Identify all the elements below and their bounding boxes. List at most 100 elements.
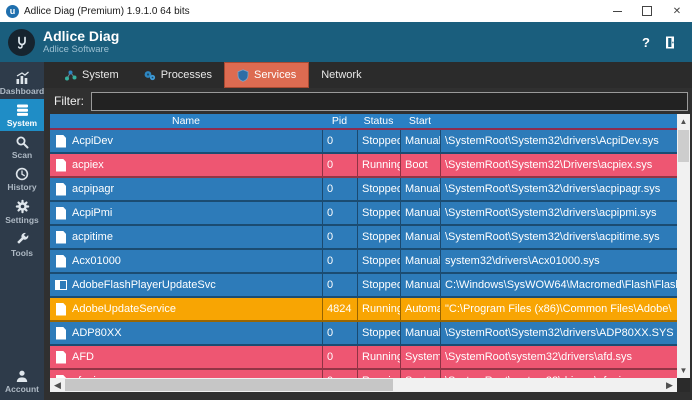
service-path: \SystemRoot\System32\drivers\AcpiDev.sys (440, 130, 677, 152)
tab-bar: System Processes Services Network (44, 62, 692, 88)
column-header-start[interactable]: Start (408, 115, 432, 127)
file-icon (56, 182, 66, 196)
nodes-icon (65, 70, 77, 80)
maximize-icon (642, 6, 652, 16)
table-row[interactable]: AcpiPmi 0 Stopped Manual \SystemRoot\Sys… (50, 202, 677, 226)
sidebar-item-scan[interactable]: Scan (0, 131, 44, 163)
scrollbar-corner (677, 378, 690, 392)
service-pid: 0 (322, 130, 357, 152)
horizontal-scrollbar-row: ◀ ▶ (50, 378, 690, 392)
service-pid: 0 (322, 178, 357, 200)
minimize-button[interactable] (602, 0, 632, 22)
maximize-button[interactable] (632, 0, 662, 22)
file-icon (56, 134, 66, 148)
service-name: acpipagr (72, 183, 115, 195)
file-icon (56, 374, 66, 378)
service-name: ADP80XX (72, 327, 122, 339)
scroll-down-icon[interactable]: ▼ (679, 366, 688, 375)
scroll-up-icon[interactable]: ▲ (679, 117, 688, 126)
services-table: Name Pid Status Start AcpiDev 0 Stopped … (50, 114, 690, 378)
horizontal-scrollbar[interactable]: ◀ ▶ (50, 378, 677, 392)
service-start-type: Manual (400, 130, 440, 152)
service-path: system32\drivers\Acx01000.sys (440, 250, 677, 272)
sidebar-item-tools[interactable]: Tools (0, 228, 44, 261)
table-row[interactable]: acpipagr 0 Stopped Manual \SystemRoot\Sy… (50, 178, 677, 202)
shield-icon (237, 68, 249, 82)
service-start-type: Manual (400, 250, 440, 272)
service-start-type: Manual (400, 322, 440, 344)
table-row[interactable]: AdobeFlashPlayerUpdateSvc 0 Stopped Manu… (50, 274, 677, 298)
sidebar-item-account[interactable]: Account (0, 365, 44, 400)
exit-button[interactable] (658, 35, 682, 50)
table-row[interactable]: acpiex 0 Running Boot \SystemRoot\System… (50, 154, 677, 178)
app-subtitle: Adlice Software (43, 44, 110, 55)
file-icon (56, 230, 66, 244)
app-window-icon (55, 280, 67, 290)
column-header-pid[interactable]: Pid (331, 115, 348, 127)
service-path: \SystemRoot\System32\drivers\ADP80XX.SYS (440, 322, 677, 344)
vertical-scrollbar[interactable]: ▲ ▼ (677, 114, 690, 378)
service-name: AdobeUpdateService (72, 303, 176, 315)
clock-icon (15, 167, 29, 181)
service-status: Stopped (357, 130, 400, 152)
window-title: Adlice Diag (Premium) 1.9.1.0 64 bits (24, 5, 190, 17)
service-status: Running (357, 154, 400, 176)
chart-icon (16, 71, 29, 84)
vertical-scroll-thumb[interactable] (678, 130, 689, 162)
service-path: \SystemRoot\System32\Drivers\acpiex.sys (440, 154, 677, 176)
horizontal-scroll-thumb[interactable] (65, 379, 394, 391)
scroll-right-icon[interactable]: ▶ (666, 379, 673, 390)
service-status: Running (357, 298, 400, 320)
column-header-status[interactable]: Status (363, 115, 394, 127)
scroll-left-icon[interactable]: ◀ (54, 379, 61, 390)
service-start-type: Manual (400, 178, 440, 200)
service-start-type: Automatic (400, 298, 440, 320)
tab-system[interactable]: System (52, 62, 131, 88)
service-status: Stopped (357, 250, 400, 272)
service-status: Stopped (357, 274, 400, 296)
file-icon (56, 254, 66, 268)
column-header-name[interactable]: Name (171, 115, 200, 127)
service-name: AFD (72, 351, 94, 363)
exit-door-icon (665, 36, 674, 48)
close-button[interactable]: ✕ (672, 5, 682, 17)
table-row[interactable]: ADP80XX 0 Stopped Manual \SystemRoot\Sys… (50, 322, 677, 346)
table-row[interactable]: afunix 0 Running System \SystemRoot\syst… (50, 370, 677, 378)
service-status: Running (357, 346, 400, 368)
table-row[interactable]: AFD 0 Running System \SystemRoot\system3… (50, 346, 677, 370)
adlice-logo-icon (8, 28, 35, 56)
help-button[interactable]: ? (642, 34, 650, 50)
tab-services[interactable]: Services (224, 62, 310, 88)
sidebar-item-settings[interactable]: Settings (0, 195, 44, 228)
sidebar-item-history[interactable]: History (0, 163, 44, 195)
table-row[interactable]: Acx01000 0 Stopped Manual system32\drive… (50, 250, 677, 274)
sidebar-item-dashboard[interactable]: Dashboard (0, 67, 44, 99)
service-path: C:\Windows\SysWOW64\Macromed\Flash\Flash (440, 274, 677, 296)
sidebar-item-system[interactable]: System (0, 99, 44, 131)
sidebar: Dashboard System Scan History Settings T… (0, 62, 44, 400)
service-status: Running (357, 370, 400, 378)
app-header: Adlice Diag Adlice Software ? (0, 22, 692, 62)
filter-input[interactable] (91, 91, 688, 111)
content-area: System Processes Services Network Filter… (44, 62, 692, 400)
app-title: Adlice Diag (43, 28, 120, 44)
service-start-type: Manual (400, 202, 440, 224)
service-start-type: System (400, 346, 440, 368)
service-pid: 0 (322, 202, 357, 224)
file-icon (56, 326, 66, 340)
tab-network[interactable]: Network (321, 69, 362, 81)
table-row[interactable]: AdobeUpdateService 4824 Running Automati… (50, 298, 677, 322)
service-pid: 0 (322, 346, 357, 368)
service-name: acpitime (72, 231, 113, 243)
file-icon (56, 158, 66, 172)
app-icon: u (6, 4, 19, 18)
wrench-icon (16, 232, 28, 244)
tab-processes[interactable]: Processes (131, 62, 224, 88)
service-name: afunix (72, 370, 322, 378)
table-row[interactable]: AcpiDev 0 Stopped Manual \SystemRoot\Sys… (50, 130, 677, 154)
file-icon (56, 302, 66, 316)
service-pid: 0 (322, 322, 357, 344)
table-row[interactable]: acpitime 0 Stopped Manual \SystemRoot\Sy… (50, 226, 677, 250)
service-path: \SystemRoot\system32\drivers\afd.sys (440, 346, 677, 368)
